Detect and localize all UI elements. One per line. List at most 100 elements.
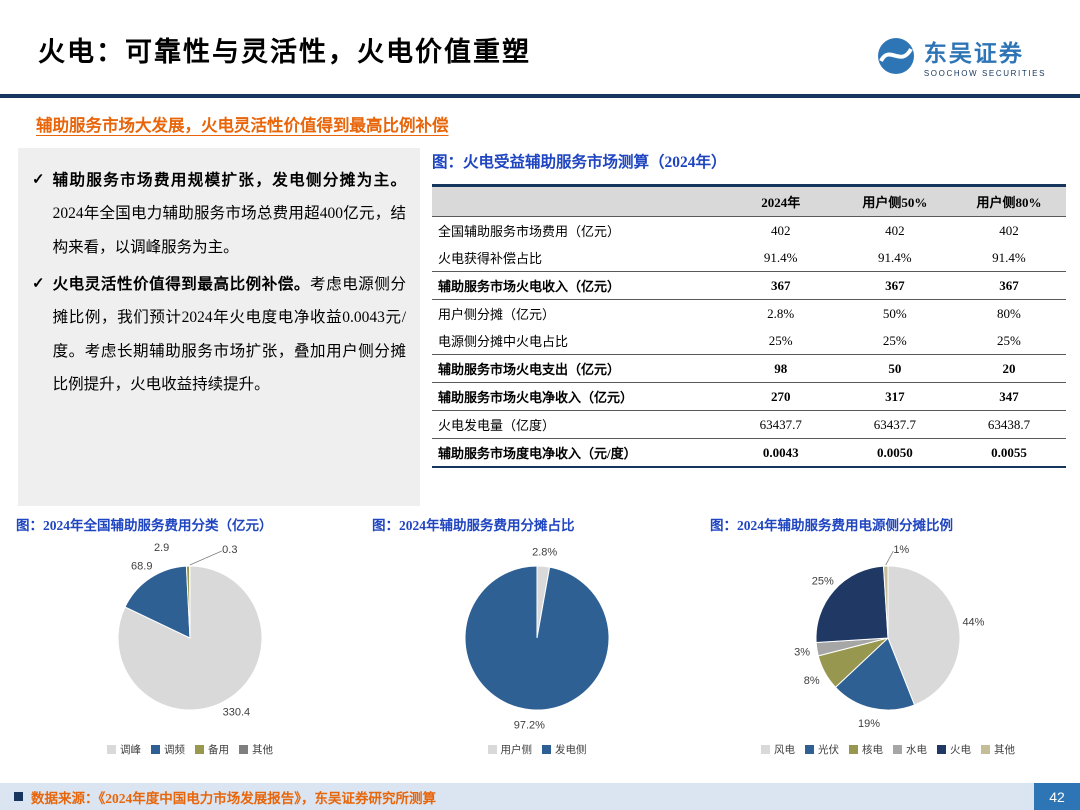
cell: 91.4% xyxy=(763,249,798,265)
cell: 63437.7 xyxy=(759,416,802,432)
pie-chart-cost-sharing: 2.8% 97.2% xyxy=(464,546,610,732)
row-label: 辅助服务市场度电净收入（元/度） xyxy=(432,438,724,468)
pie-label: 8% xyxy=(804,675,820,687)
bullet-bold-text: 辅助服务市场费用规模扩张，发电侧分摊为主。 xyxy=(52,172,406,189)
cell: 80% xyxy=(997,305,1021,321)
cell: 50 xyxy=(837,354,952,383)
legend-swatch xyxy=(981,745,990,754)
section-subtitle: 辅助服务市场大发展，火电灵活性价值得到最高比例补偿 xyxy=(36,116,449,135)
cell: 367 xyxy=(723,271,838,300)
chart-legend: 用户侧 发电侧 xyxy=(372,742,702,757)
legend-item: 用户侧 xyxy=(487,742,533,757)
pie-label: 44% xyxy=(962,617,984,629)
legend-swatch xyxy=(849,745,858,754)
legend-item: 备用 xyxy=(195,742,229,757)
legend-swatch xyxy=(937,745,946,754)
table-row: 辅助服务市场火电收入（亿元） 367 367 367 xyxy=(432,271,1066,300)
logo-text: 东吴证券 SOOCHOW SECURITIES xyxy=(924,34,1046,78)
col-header: 2024年 xyxy=(723,185,838,217)
pie-label: 25% xyxy=(812,575,834,587)
chart-legend: 调峰 调频 备用 其他 xyxy=(16,742,364,757)
cell: 98 xyxy=(723,354,838,383)
legend-item: 核电 xyxy=(849,742,883,757)
pie-label: 330.4 xyxy=(223,707,251,719)
chart-panel-source-side-sharing: 图：2024年辅助服务费用电源侧分摊比例 44% 19% 8% 3% 25% 1% 风电 光… xyxy=(710,514,1066,757)
pie-label: 2.9 xyxy=(154,542,169,554)
pie-chart-cost-breakdown: 330.4 68.92.9 0.3 xyxy=(117,542,263,719)
table-row: 火电发电量（亿度） 63437.7 63437.7 63438.7 xyxy=(432,411,1066,439)
pie-label: 2.8% xyxy=(532,546,557,558)
table-row: 电源侧分摊中火电占比 25% 25% 25% xyxy=(432,327,1066,355)
cell: 367 xyxy=(837,271,952,300)
key-points-box: ✓ 辅助服务市场费用规模扩张，发电侧分摊为主。 2024年全国电力辅助服务市场总费… xyxy=(18,148,420,506)
cell: 25% xyxy=(768,332,793,348)
table-title: 图：火电受益辅助服务市场测算（2024年） xyxy=(432,154,727,171)
legend-item: 光伏 xyxy=(805,742,839,757)
legend-item: 发电侧 xyxy=(542,742,587,757)
pie-slice-1 xyxy=(464,565,610,711)
legend-label: 核电 xyxy=(862,744,883,756)
col-header: 用户侧50% xyxy=(837,185,952,217)
legend-label: 水电 xyxy=(906,744,927,756)
row-label: 电源侧分摊中火电占比 xyxy=(438,334,569,349)
page-number: 42 xyxy=(1034,783,1080,810)
legend-label: 调频 xyxy=(164,744,185,756)
legend-label: 发电侧 xyxy=(555,744,587,756)
row-label: 火电获得补偿占比 xyxy=(438,251,543,266)
bullet-bold-text: 火电灵活性价值得到最高比例补偿。 xyxy=(52,275,311,293)
row-label: 全国辅助服务市场费用（亿元） xyxy=(438,224,621,239)
cell: 91.4% xyxy=(992,249,1026,265)
legend-item: 调峰 xyxy=(107,742,141,757)
pie-label: 0.3 xyxy=(222,544,237,556)
table-row: 用户侧分摊（亿元） 2.8% 50% 80% xyxy=(432,300,1066,328)
pie-slice-5 xyxy=(882,565,889,639)
pie-chart-source-side-sharing: 44% 19% 8% 3% 25% 1% xyxy=(794,544,985,730)
chart-title: 图：2024年全国辅助服务费用分类（亿元） xyxy=(16,518,273,533)
chart-panel-cost-sharing: 图：2024年辅助服务费用分摊占比 2.8% 97.2% 用户侧 发电侧 xyxy=(372,514,702,757)
legend-item: 其他 xyxy=(981,742,1015,757)
legend-label: 备用 xyxy=(208,744,229,756)
row-label: 用户侧分摊（亿元） xyxy=(438,307,556,322)
legend-label: 其他 xyxy=(252,744,273,756)
row-label: 辅助服务市场火电收入（亿元） xyxy=(432,271,724,300)
pie-label: 1% xyxy=(893,544,909,556)
legend-swatch xyxy=(893,745,902,754)
pie-slice-4 xyxy=(815,565,889,644)
pie-label: 68.9 xyxy=(131,561,152,573)
cell: 367 xyxy=(951,271,1066,300)
cell: 0.0050 xyxy=(837,438,952,468)
col-header xyxy=(432,185,724,217)
pie-slice-0 xyxy=(887,565,961,706)
legend-label: 其他 xyxy=(994,744,1015,756)
cell: 20 xyxy=(951,354,1066,383)
table-row: 全国辅助服务市场费用（亿元） 402 402 402 xyxy=(432,217,1066,245)
table-header-row: 2024年 用户侧50% 用户侧80% xyxy=(432,185,1066,217)
legend-item: 水电 xyxy=(893,742,927,757)
bullet-item: ✓ 火电灵活性价值得到最高比例补偿。考虑电源侧分摊比例，我们预计2024年火电度… xyxy=(32,268,406,401)
legend-item: 火电 xyxy=(937,742,971,757)
legend-item: 风电 xyxy=(761,742,795,757)
benefit-table: 2024年 用户侧50% 用户侧80% 全国辅助服务市场费用（亿元） 402 4… xyxy=(432,184,1066,468)
data-source-text: 数据来源：《2024年度中国电力市场发展报告》，东吴证券研究所测算 xyxy=(31,790,436,806)
legend-swatch xyxy=(239,745,248,754)
pie-label: 3% xyxy=(794,647,810,659)
cell: 25% xyxy=(997,332,1021,348)
legend-swatch xyxy=(761,745,770,754)
logo-name: 东吴证券 xyxy=(923,40,1024,66)
legend-swatch xyxy=(107,745,116,754)
cell: 50% xyxy=(882,305,907,321)
label-leader-line xyxy=(885,550,894,566)
legend-item: 其他 xyxy=(239,742,273,757)
title-divider xyxy=(0,94,1080,98)
table-row: 辅助服务市场火电净收入（亿元） 270 317 347 xyxy=(432,382,1066,411)
legend-label: 用户侧 xyxy=(500,744,533,756)
bullet-text: 考虑电源侧分摊比例，我们预计2024年火电度电净收益0.0043元/度。考虑长期… xyxy=(52,275,406,393)
chart-legend: 风电 光伏 核电 水电 火电 其他 xyxy=(710,742,1066,757)
legend-swatch xyxy=(195,745,204,754)
charts-row: 图：2024年全国辅助服务费用分类（亿元） 330.4 68.9 2.9 0.3 调峰… xyxy=(16,514,1066,757)
legend-label: 调峰 xyxy=(120,744,141,756)
pie-label: 97.2% xyxy=(514,720,545,732)
table-row: 火电获得补偿占比 91.4% 91.4% 91.4% xyxy=(432,244,1066,272)
cell: 63438.7 xyxy=(987,416,1031,432)
